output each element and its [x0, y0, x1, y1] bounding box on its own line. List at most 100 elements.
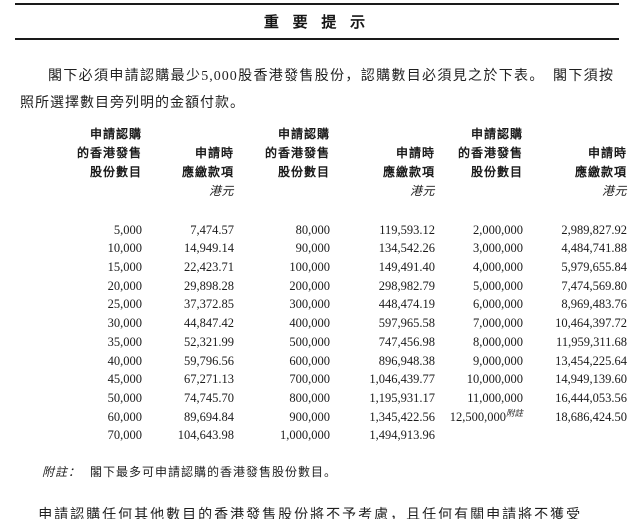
table-cell: 900,000: [234, 406, 330, 425]
header-amount-col2: 申請時 應繳款項 港元: [330, 125, 435, 219]
table-cell: 6,000,000: [435, 294, 523, 313]
table-cell: 11,000,000: [435, 387, 523, 406]
footnote-marker: 附註: [506, 407, 523, 417]
header-shares-col3: 申請認購 的香港發售 股份數目: [435, 125, 523, 219]
table-cell: 4,484,741.88: [523, 238, 627, 257]
table-cell: 2,989,827.92: [523, 219, 627, 238]
table-cell: 7,474.57: [142, 219, 234, 238]
table-cell: 15,000: [20, 256, 142, 275]
table-cell: 3,000,000: [435, 238, 523, 257]
currency-label: 港元: [209, 184, 234, 198]
table-cell: 10,464,397.72: [523, 312, 627, 331]
table-cell: 60,000: [20, 406, 142, 425]
table-cell: 1,000,000: [234, 425, 330, 444]
table-cell: 149,491.40: [330, 256, 435, 275]
table-cell: 52,321.99: [142, 331, 234, 350]
table-row: 70,000104,643.981,000,0001,494,913.96: [20, 425, 627, 444]
table-cell: 100,000: [234, 256, 330, 275]
header-line: 申請時: [195, 146, 234, 160]
table-cell: 20,000: [20, 275, 142, 294]
table-row: 25,00037,372.85300,000448,474.196,000,00…: [20, 294, 627, 313]
header-line: 的香港發售: [458, 146, 523, 160]
important-notice-banner: 重 要 提 示: [15, 3, 619, 40]
table-row: 60,00089,694.84900,0001,345,422.5612,500…: [20, 406, 627, 425]
table-cell: 12,500,000附註: [435, 406, 523, 425]
table-cell: 5,000,000: [435, 275, 523, 294]
header-line: 應繳款項: [182, 165, 234, 179]
table-cell: 200,000: [234, 275, 330, 294]
header-line: 的香港發售: [265, 146, 330, 160]
table-cell: 67,271.13: [142, 369, 234, 388]
table-cell: 9,000,000: [435, 350, 523, 369]
table-cell: 37,372.85: [142, 294, 234, 313]
header-line: 應繳款項: [575, 165, 627, 179]
table-cell: 7,000,000: [435, 312, 523, 331]
table-cell: 1,345,422.56: [330, 406, 435, 425]
header-line: 股份數目: [471, 165, 523, 179]
header-line: 申請認購: [90, 127, 142, 141]
table-cell: 2,000,000: [435, 219, 523, 238]
table-cell: 40,000: [20, 350, 142, 369]
table-cell: 50,000: [20, 387, 142, 406]
table-cell: 13,454,225.64: [523, 350, 627, 369]
table-cell: 10,000: [20, 238, 142, 257]
table-cell: 500,000: [234, 331, 330, 350]
table-cell: 74,745.70: [142, 387, 234, 406]
table-cell: 448,474.19: [330, 294, 435, 313]
table-cell: [523, 425, 627, 444]
header-line: 申請認購: [471, 127, 523, 141]
table-header-row: 申請認購 的香港發售 股份數目 申請時 應繳款項 港元 申請認購 的香港發售 股…: [20, 125, 627, 219]
table-cell: 747,456.98: [330, 331, 435, 350]
header-line: 申請時: [588, 146, 627, 160]
header-line: 股份數目: [90, 165, 142, 179]
footnote-label: 附註：: [42, 463, 90, 480]
table-cell: 104,643.98: [142, 425, 234, 444]
table-row: 40,00059,796.56600,000896,948.389,000,00…: [20, 350, 627, 369]
table-row: 15,00022,423.71100,000149,491.404,000,00…: [20, 256, 627, 275]
table-row: 50,00074,745.70800,0001,195,931.1711,000…: [20, 387, 627, 406]
table-cell: [435, 425, 523, 444]
table-cell: 298,982.79: [330, 275, 435, 294]
table-cell: 7,474,569.80: [523, 275, 627, 294]
header-line: 的香港發售: [77, 146, 142, 160]
table-cell: 14,949,139.60: [523, 369, 627, 388]
prospectus-page: 重 要 提 示 閣下必須申請認購最少5,000股香港發售股份，認購數目必須見之於…: [0, 0, 634, 519]
table-row: 30,00044,847.42400,000597,965.587,000,00…: [20, 312, 627, 331]
header-amount-col1: 申請時 應繳款項 港元: [142, 125, 234, 219]
table-cell: 90,000: [234, 238, 330, 257]
table-cell: 16,444,053.56: [523, 387, 627, 406]
table-cell: 10,000,000: [435, 369, 523, 388]
header-line: 申請時: [396, 146, 435, 160]
header-shares-col2: 申請認購 的香港發售 股份數目: [234, 125, 330, 219]
table-cell: 119,593.12: [330, 219, 435, 238]
table-cell: 30,000: [20, 312, 142, 331]
currency-label: 港元: [602, 184, 627, 198]
table-row: 5,0007,474.5780,000119,593.122,000,0002,…: [20, 219, 627, 238]
table-row: 10,00014,949.1490,000134,542.263,000,000…: [20, 238, 627, 257]
table-cell: 89,694.84: [142, 406, 234, 425]
table-row: 35,00052,321.99500,000747,456.988,000,00…: [20, 331, 627, 350]
table-cell: 22,423.71: [142, 256, 234, 275]
table-cell: 44,847.42: [142, 312, 234, 331]
table-body: 5,0007,474.5780,000119,593.122,000,0002,…: [20, 219, 627, 443]
table-cell: 896,948.38: [330, 350, 435, 369]
table-cell: 35,000: [20, 331, 142, 350]
table-cell: 5,979,655.84: [523, 256, 627, 275]
footnote: 附註： 閣下最多可申請認購的香港發售股份數目。: [42, 463, 614, 480]
table-cell: 1,046,439.77: [330, 369, 435, 388]
table-cell: 5,000: [20, 219, 142, 238]
table-cell: 600,000: [234, 350, 330, 369]
table-cell: 18,686,424.50: [523, 406, 627, 425]
table-header: 申請認購 的香港發售 股份數目 申請時 應繳款項 港元 申請認購 的香港發售 股…: [20, 125, 627, 219]
header-shares-col1: 申請認購 的香港發售 股份數目: [20, 125, 142, 219]
table-cell: 25,000: [20, 294, 142, 313]
table-cell: 300,000: [234, 294, 330, 313]
intro-paragraph: 閣下必須申請認購最少5,000股香港發售股份，認購數目必須見之於下表。 閣下須按…: [20, 63, 614, 117]
subscription-table: 申請認購 的香港發售 股份數目 申請時 應繳款項 港元 申請認購 的香港發售 股…: [20, 125, 627, 443]
table-cell: 80,000: [234, 219, 330, 238]
table-cell: 59,796.56: [142, 350, 234, 369]
table-row: 45,00067,271.13700,0001,046,439.7710,000…: [20, 369, 627, 388]
table-cell: 70,000: [20, 425, 142, 444]
currency-label: 港元: [410, 184, 435, 198]
table-cell: 8,969,483.76: [523, 294, 627, 313]
